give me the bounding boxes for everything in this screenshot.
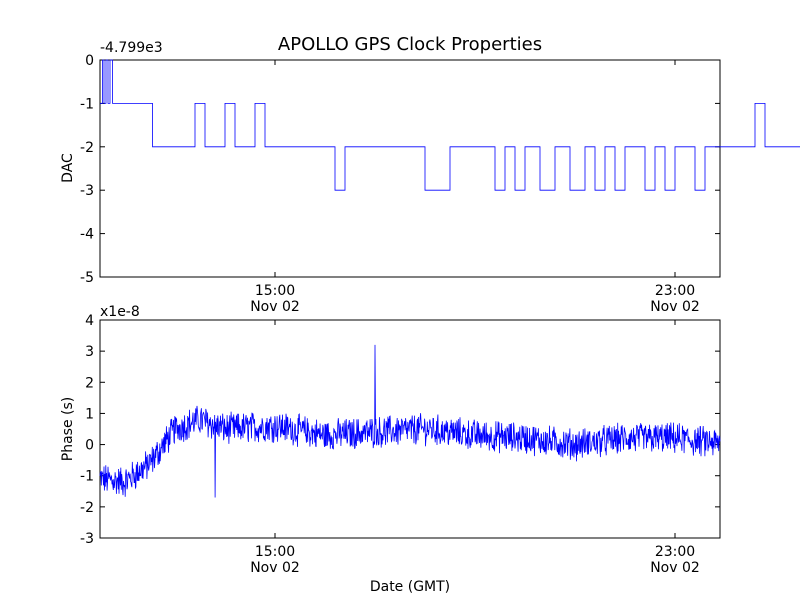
dac-x-tick-date: Nov 02 <box>250 299 300 315</box>
dac-y-tick-label: 0 <box>85 53 94 69</box>
phase-y-tick-label: 4 <box>85 313 94 329</box>
dac-y-tick-label: -2 <box>80 140 94 156</box>
dac-y-tick-label: -4 <box>80 227 94 243</box>
dac-y-tick-label: -5 <box>80 270 94 286</box>
phase-x-tick-date: Nov 02 <box>650 560 700 576</box>
dac-y-axis-label: DAC <box>60 153 76 183</box>
phase-line <box>99 344 721 498</box>
dac-x-tick-time: 23:00 <box>655 283 695 299</box>
phase-x-tick-date: Nov 02 <box>250 560 300 576</box>
phase-x-axis-label: Date (GMT) <box>370 579 450 595</box>
phase-y-axis-label: Phase (s) <box>60 397 76 461</box>
phase-y-tick-label: 1 <box>85 406 94 422</box>
phase-x-tick-time: 23:00 <box>655 544 695 560</box>
phase-y-tick-label: -3 <box>80 531 94 547</box>
dac-offset-label: -4.799e3 <box>100 40 163 56</box>
phase-y-tick-label: 0 <box>85 438 94 454</box>
dac-x-tick-date: Nov 02 <box>650 299 700 315</box>
dac-line <box>100 59 800 191</box>
dac-y-tick-label: -1 <box>80 96 94 112</box>
phase-plot-frame <box>99 319 721 539</box>
phase-offset-label: x1e-8 <box>100 304 140 320</box>
phase-y-tick-label: 3 <box>85 344 94 360</box>
phase-x-tick-time: 15:00 <box>255 544 295 560</box>
dac-y-tick-label: -3 <box>80 183 94 199</box>
dac-x-tick-time: 15:00 <box>255 283 295 299</box>
dac-plot-frame <box>99 59 721 278</box>
chart-title: APOLLO GPS Clock Properties <box>278 34 542 55</box>
dac-series <box>100 59 800 191</box>
phase-series <box>99 344 721 498</box>
phase-y-tick-label: -1 <box>80 469 94 485</box>
phase-y-tick-label: 2 <box>85 375 94 391</box>
phase-y-tick-label: -2 <box>80 500 94 516</box>
